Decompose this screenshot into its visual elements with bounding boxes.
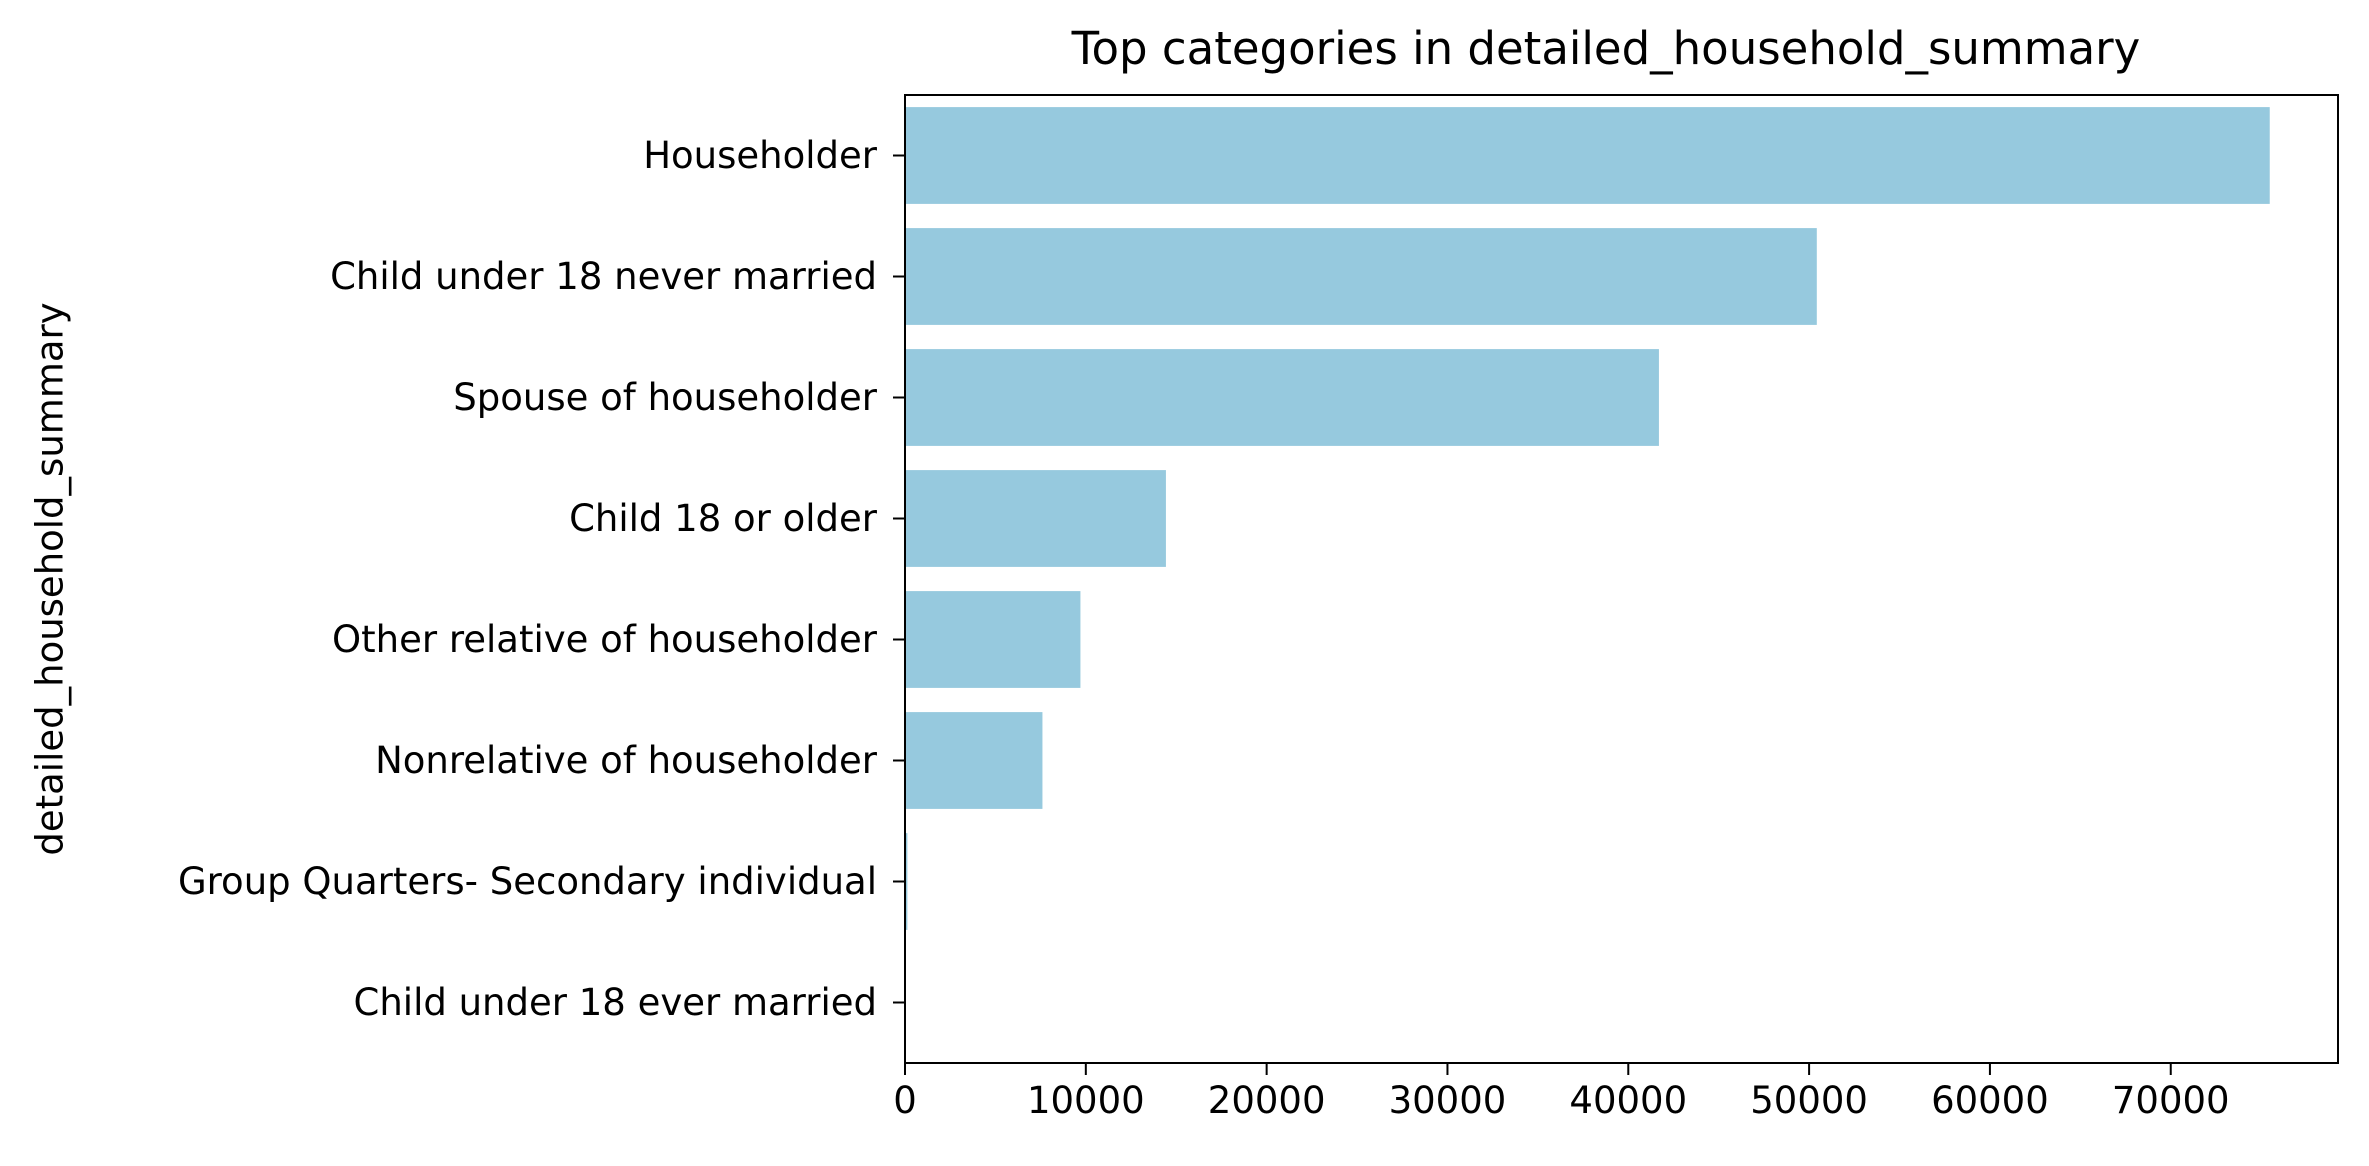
bar-nonrelative-of-householder (905, 712, 1043, 809)
y-tick-label: Householder (643, 134, 878, 177)
y-tick-label: Other relative of householder (332, 618, 878, 661)
y-tick-label: Nonrelative of householder (375, 739, 878, 782)
x-axis-ticks: 0 10000 20000 30000 40000 50000 60000 70000 (893, 1063, 2230, 1122)
y-tick-label: Child 18 or older (569, 497, 878, 540)
bar-householder (905, 107, 2270, 204)
x-tick-label: 20000 (1208, 1079, 1326, 1122)
y-axis-label: detailed_household_summary (29, 302, 72, 855)
x-tick-label: 60000 (1931, 1079, 2049, 1122)
x-tick-label: 10000 (1027, 1079, 1145, 1122)
y-axis-ticks: Householder Child under 18 never married S… (178, 134, 905, 1024)
bar-child-under-18-never-married (905, 228, 1817, 325)
x-tick-label: 70000 (2112, 1079, 2230, 1122)
bar-spouse-of-householder (905, 349, 1659, 446)
y-tick-label: Child under 18 ever married (354, 981, 877, 1024)
plot-frame (904, 94, 2339, 1064)
x-tick-label: 50000 (1750, 1079, 1868, 1122)
bars-group (905, 107, 2270, 1051)
bar-group-quarters-secondary-individual (905, 833, 908, 930)
x-tick-label: 40000 (1569, 1079, 1687, 1122)
bar-child-18-or-older (905, 470, 1166, 567)
chart-title: Top categories in detailed_household_sum… (1071, 22, 2141, 75)
bar-other-relative-of-householder (905, 591, 1081, 688)
x-tick-label: 30000 (1389, 1079, 1507, 1122)
x-tick-label: 0 (893, 1079, 917, 1122)
y-tick-label: Spouse of householder (453, 376, 877, 419)
y-tick-label: Child under 18 never married (330, 255, 877, 298)
y-tick-label: Group Quarters- Secondary individual (178, 860, 877, 903)
